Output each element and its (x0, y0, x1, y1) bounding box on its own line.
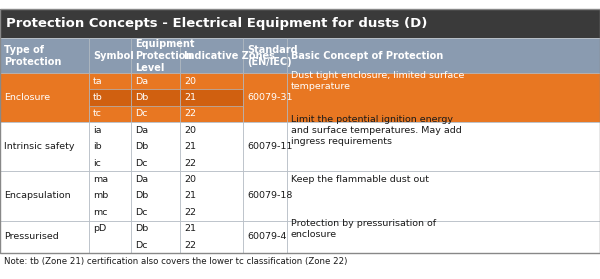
Text: Db: Db (135, 142, 148, 151)
Bar (243, 171, 287, 221)
Text: Type of
Protection: Type of Protection (4, 45, 61, 67)
Bar (89, 38, 131, 73)
Bar (0, 171, 89, 221)
Text: Note: tb (Zone 21) certification also covers the lower tc classification (Zone 2: Note: tb (Zone 21) certification also co… (4, 257, 347, 266)
Bar (180, 38, 243, 73)
Bar (180, 171, 243, 221)
Text: 21: 21 (184, 93, 196, 102)
Bar (287, 73, 600, 122)
Text: tb: tb (93, 93, 103, 102)
Bar (89, 122, 131, 171)
Text: ic: ic (93, 159, 101, 168)
Bar (287, 122, 600, 171)
Text: Encapsulation: Encapsulation (4, 191, 71, 201)
Bar (287, 38, 600, 73)
Text: tc: tc (93, 109, 102, 119)
Text: 22: 22 (184, 208, 196, 217)
Text: Dc: Dc (135, 208, 148, 217)
Text: 22: 22 (184, 109, 196, 119)
Bar (0, 73, 89, 122)
Bar (131, 122, 180, 171)
Bar (131, 38, 180, 73)
Bar (0, 122, 89, 171)
Bar (180, 89, 243, 106)
Text: 21: 21 (184, 142, 196, 151)
Text: Db: Db (135, 93, 148, 102)
Text: 20: 20 (184, 175, 196, 184)
Text: Pressurised: Pressurised (4, 232, 59, 242)
Bar (131, 221, 180, 253)
Bar (0, 38, 89, 73)
Text: Standard
(EN/IEC): Standard (EN/IEC) (247, 45, 298, 67)
Bar (89, 89, 131, 106)
Text: Basic Concept of Protection: Basic Concept of Protection (291, 51, 443, 61)
Text: 21: 21 (184, 224, 196, 233)
Bar (89, 171, 131, 221)
Bar (180, 73, 243, 122)
Text: 60079-4: 60079-4 (247, 232, 286, 242)
Bar (89, 221, 131, 253)
Text: 20: 20 (184, 77, 196, 86)
Text: ia: ia (93, 126, 101, 135)
Bar (0, 9, 600, 38)
Bar (180, 221, 243, 253)
Bar (131, 73, 180, 122)
Text: Da: Da (135, 126, 148, 135)
Bar (287, 221, 600, 253)
Text: 21: 21 (184, 191, 196, 201)
Text: Keep the flammable dust out: Keep the flammable dust out (291, 175, 429, 184)
Text: 60079-18: 60079-18 (247, 191, 292, 201)
Text: 22: 22 (184, 241, 196, 250)
Text: Dc: Dc (135, 241, 148, 250)
Text: Protection Concepts - Electrical Equipment for dusts (D): Protection Concepts - Electrical Equipme… (6, 17, 427, 30)
Text: Db: Db (135, 191, 148, 201)
Bar (131, 89, 180, 106)
Text: mc: mc (93, 208, 107, 217)
Bar (180, 122, 243, 171)
Text: 20: 20 (184, 126, 196, 135)
Text: Indicative Zones: Indicative Zones (184, 51, 275, 61)
Text: Limit the potential ignition energy
and surface temperatures. May add
ingress re: Limit the potential ignition energy and … (291, 115, 461, 146)
Text: Da: Da (135, 77, 148, 86)
Text: 60079-11: 60079-11 (247, 142, 292, 151)
Text: Intrinsic safety: Intrinsic safety (4, 142, 74, 151)
Text: Da: Da (135, 175, 148, 184)
Bar (243, 38, 287, 73)
Bar (131, 171, 180, 221)
Text: Dc: Dc (135, 159, 148, 168)
Text: pD: pD (93, 224, 106, 233)
Text: Protection by pressurisation of
enclosure: Protection by pressurisation of enclosur… (291, 219, 436, 239)
Bar (243, 221, 287, 253)
Text: Db: Db (135, 224, 148, 233)
Bar (89, 73, 131, 122)
Text: Dc: Dc (135, 109, 148, 119)
Text: Equipment
Protection
Level: Equipment Protection Level (135, 39, 194, 73)
Text: ma: ma (93, 175, 108, 184)
Text: Dust tight enclosure, limited surface
temperature: Dust tight enclosure, limited surface te… (291, 71, 464, 91)
Text: ib: ib (93, 142, 101, 151)
Text: 60079-31: 60079-31 (247, 93, 293, 102)
Bar (0, 221, 89, 253)
Text: Symbol: Symbol (93, 51, 134, 61)
Bar (243, 122, 287, 171)
Text: ta: ta (93, 77, 103, 86)
Text: Enclosure: Enclosure (4, 93, 50, 102)
Text: 22: 22 (184, 159, 196, 168)
Bar (287, 171, 600, 221)
Text: mb: mb (93, 191, 108, 201)
Bar (243, 73, 287, 122)
